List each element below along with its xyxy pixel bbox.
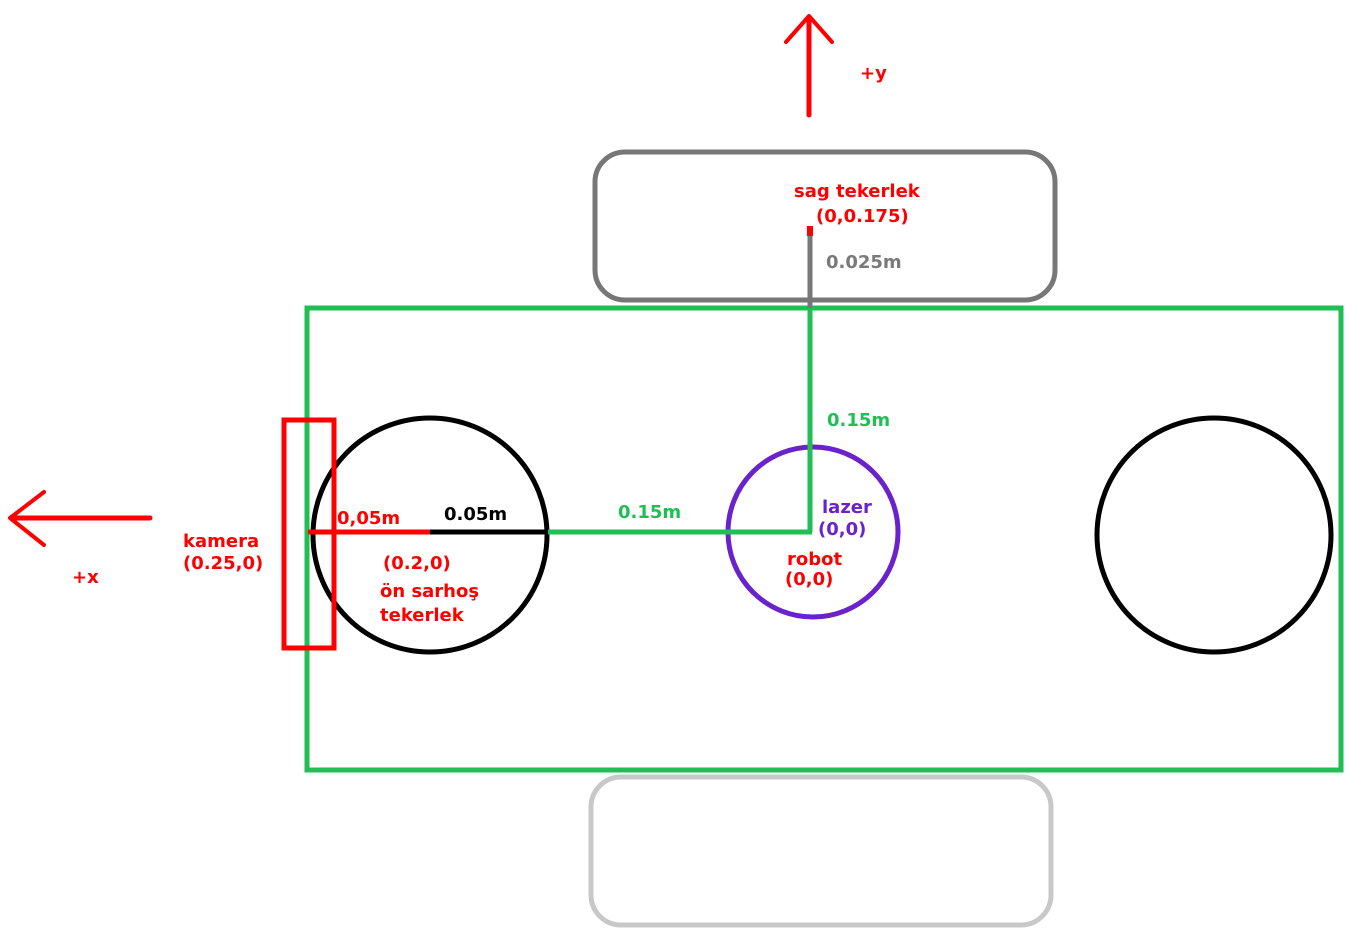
caster-radius-label: 0.05m [444, 504, 507, 525]
rear-caster-wheel [1094, 415, 1334, 655]
laser-name: lazer [822, 497, 872, 518]
camera-name: kamera [183, 531, 259, 552]
vertical-dimension-label: 0.15m [827, 410, 890, 431]
horizontal-dimension-label: 0.15m [618, 502, 681, 523]
front-caster-wheel [310, 415, 550, 655]
caster-name-line1: ön sarhoş [380, 581, 479, 602]
plus-x-label: +x [72, 567, 99, 588]
plus-y-arrow [784, 14, 834, 118]
robot-body-outline [304, 305, 1344, 773]
plus-x-arrow [8, 490, 153, 547]
right-wheel-center-point [807, 226, 813, 236]
right-wheel-name: sag tekerlek [794, 181, 921, 202]
plus-y-label: +y [860, 63, 887, 84]
right-wheel-shape [592, 149, 1058, 303]
camera-coord: (0.25,0) [183, 553, 263, 574]
right-wheel-coord: (0,0.175) [816, 206, 909, 227]
camera-box [281, 417, 337, 651]
camera-offset-label: 0,05m [337, 508, 400, 529]
laser-coord: (0,0) [818, 519, 866, 540]
left-wheel-shape [588, 774, 1054, 928]
robot-coord: (0,0) [785, 569, 833, 590]
caster-coord: (0.2,0) [383, 553, 451, 574]
caster-name-line2: tekerlek [380, 605, 465, 626]
robot-name: robot [787, 549, 842, 570]
wheel-offset-label: 0.025m [826, 252, 902, 273]
